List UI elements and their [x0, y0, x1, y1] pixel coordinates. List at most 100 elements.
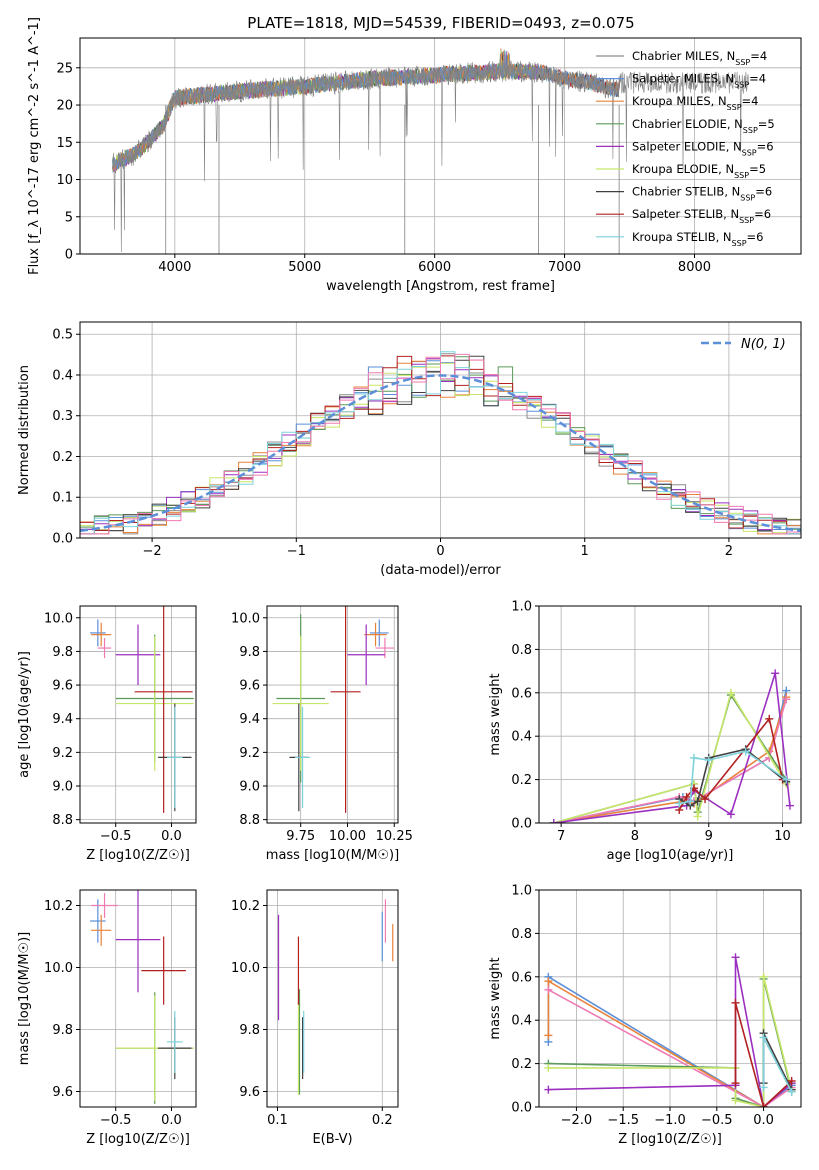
y-tick-label: 20 — [56, 99, 73, 114]
axes-frame — [538, 605, 802, 824]
x-tick-label: 0.0 — [161, 829, 182, 844]
y-tick-label: 0.4 — [52, 368, 73, 383]
legend-label: Chabrier ELODIE, NSSP=5 — [632, 117, 775, 135]
x-axis-label: Z [log10(Z/Z☉)] — [618, 1132, 722, 1147]
x-tick-label: 6000 — [418, 260, 451, 275]
y-tick-label: 0.2 — [52, 450, 73, 465]
plot-area — [277, 899, 394, 1095]
plot-area — [112, 48, 750, 254]
y-tick-label: 0.5 — [52, 328, 73, 343]
y-tick-label: 0.0 — [52, 532, 73, 547]
y-tick-label: 9.6 — [239, 679, 260, 694]
plot-area — [549, 669, 794, 823]
weight-series-line — [548, 989, 793, 1107]
plot-area — [544, 953, 796, 1107]
y-tick-label: 0.6 — [511, 970, 532, 985]
y-tick-label: 9.6 — [239, 1085, 260, 1100]
plot-area — [90, 606, 194, 813]
weight-series-line — [548, 976, 793, 1107]
legend-label: N(0, 1) — [741, 337, 786, 352]
y-tick-label: 0.8 — [511, 927, 532, 942]
axes-frame — [79, 605, 197, 824]
chart-age-vs-mass: 9.75 10.00 10.25 8.8 9.0 9.2 9.4 9.6 9.8 10.0 mass… — [231, 605, 413, 863]
x-tick-label: −0.5 — [100, 1113, 132, 1128]
chart-mass-vs-z: −0.5 0.0 9.6 9.8 10.0 10.2 Z [log10(Z/Z☉)] mass… — [17, 889, 197, 1147]
x-tick-label: −0.5 — [701, 1113, 733, 1128]
x-tick-label: 10.00 — [329, 829, 366, 844]
y-tick-label: 10.2 — [231, 899, 260, 914]
x-tick-label: −1 — [287, 544, 306, 559]
y-tick-label: 0.2 — [511, 1057, 532, 1072]
chart-mass-vs-ebv: 0.1 0.2 9.6 9.8 10.0 10.2 E(B-V) — [231, 889, 399, 1147]
observed-spectrum-line — [112, 60, 750, 253]
y-tick-label: 15 — [56, 136, 73, 151]
axes-frame — [79, 37, 802, 255]
y-tick-label: 9.0 — [52, 779, 73, 794]
y-tick-label: 9.8 — [52, 645, 73, 660]
axes-frame — [79, 889, 197, 1108]
plot-area — [90, 890, 194, 1104]
x-tick-label: 5000 — [288, 260, 321, 275]
legend-label: Salpeter MILES, NSSP=4 — [632, 72, 766, 90]
weight-series-line — [762, 1032, 793, 1090]
y-tick-label: 1.0 — [511, 600, 532, 615]
y-tick-label: 5 — [65, 210, 73, 225]
x-tick-label: 0.0 — [161, 1113, 182, 1128]
legend-label: Kroupa STELIB, NSSP=6 — [632, 230, 763, 248]
x-tick-label: 4000 — [158, 260, 191, 275]
y-tick-label: 9.6 — [52, 1085, 73, 1100]
y-tick-label: 10.0 — [231, 961, 260, 976]
y-axis-label: age [log10(age/yr)] — [17, 651, 32, 778]
x-tick-label: 8 — [631, 829, 639, 844]
legend-label: Kroupa MILES, NSSP=4 — [632, 94, 758, 112]
residual-histogram — [80, 353, 801, 535]
x-tick-label: 0.2 — [372, 1113, 393, 1128]
plot-area — [80, 351, 801, 535]
y-tick-label: 10.0 — [44, 961, 73, 976]
y-tick-label: 9.4 — [52, 712, 73, 727]
legend-label: Chabrier STELIB, NSSP=6 — [632, 185, 772, 203]
x-tick-label: 0.0 — [753, 1113, 774, 1128]
legend-label: Salpeter STELIB, NSSP=6 — [632, 207, 771, 225]
x-axis-label: Z [log10(Z/Z☉)] — [86, 1132, 190, 1147]
y-tick-label: 10.0 — [231, 611, 260, 626]
y-tick-label: 10.2 — [44, 899, 73, 914]
x-axis-label: E(B-V) — [312, 1132, 352, 1147]
x-axis-label: mass [log10(M/M☉)] — [266, 848, 399, 863]
y-tick-label: 0.4 — [511, 1014, 532, 1029]
y-tick-label: 0.8 — [511, 643, 532, 658]
y-tick-label: 0.0 — [511, 1101, 532, 1116]
x-tick-label: −2.0 — [561, 1113, 593, 1128]
chart-spectrum: Chabrier MILES, NSSP=4 Salpeter MILES, NS… — [27, 17, 802, 294]
x-tick-label: 9.75 — [286, 829, 315, 844]
y-tick-label: 8.8 — [52, 813, 73, 828]
y-axis-label: Normed distribution — [17, 365, 32, 495]
y-tick-label: 9.4 — [239, 712, 260, 727]
y-axis-label: mass [log10(M/M☉)] — [17, 932, 32, 1065]
x-tick-label: −2 — [143, 544, 162, 559]
y-tick-label: 0.6 — [511, 686, 532, 701]
y-tick-label: 10 — [56, 173, 73, 188]
y-tick-label: 9.2 — [239, 746, 260, 761]
weight-series-line — [553, 699, 787, 823]
plot-area — [272, 606, 395, 813]
y-tick-label: 0.0 — [511, 817, 532, 832]
y-axis-label: Flux [f_λ 10^-17 erg cm^-2 s^-1 A^-1] — [27, 17, 42, 275]
y-tick-label: 0.2 — [511, 773, 532, 788]
y-axis-label: mass weight — [488, 957, 503, 1039]
x-tick-label: 8000 — [678, 260, 711, 275]
y-tick-label: 9.6 — [52, 679, 73, 694]
weight-series-line — [553, 696, 787, 823]
weight-series-line — [762, 1037, 793, 1093]
x-tick-label: −0.5 — [100, 829, 132, 844]
y-tick-label: 9.8 — [239, 1023, 260, 1038]
x-tick-label: −1.0 — [654, 1113, 686, 1128]
y-tick-label: 1.0 — [511, 884, 532, 899]
y-axis-label: mass weight — [488, 673, 503, 755]
x-tick-label: 1 — [581, 544, 589, 559]
chart-weight-vs-z: −2.0 −1.5 −1.0 −0.5 0.0 0.0 0.2 0.4 0.6 0.8 1.0 Z [… — [488, 884, 802, 1147]
y-tick-label: 8.8 — [239, 813, 260, 828]
figure-title: PLATE=1818, MJD=54539, FIBERID=0493, z=0… — [247, 14, 634, 32]
x-tick-label: 7000 — [548, 260, 581, 275]
